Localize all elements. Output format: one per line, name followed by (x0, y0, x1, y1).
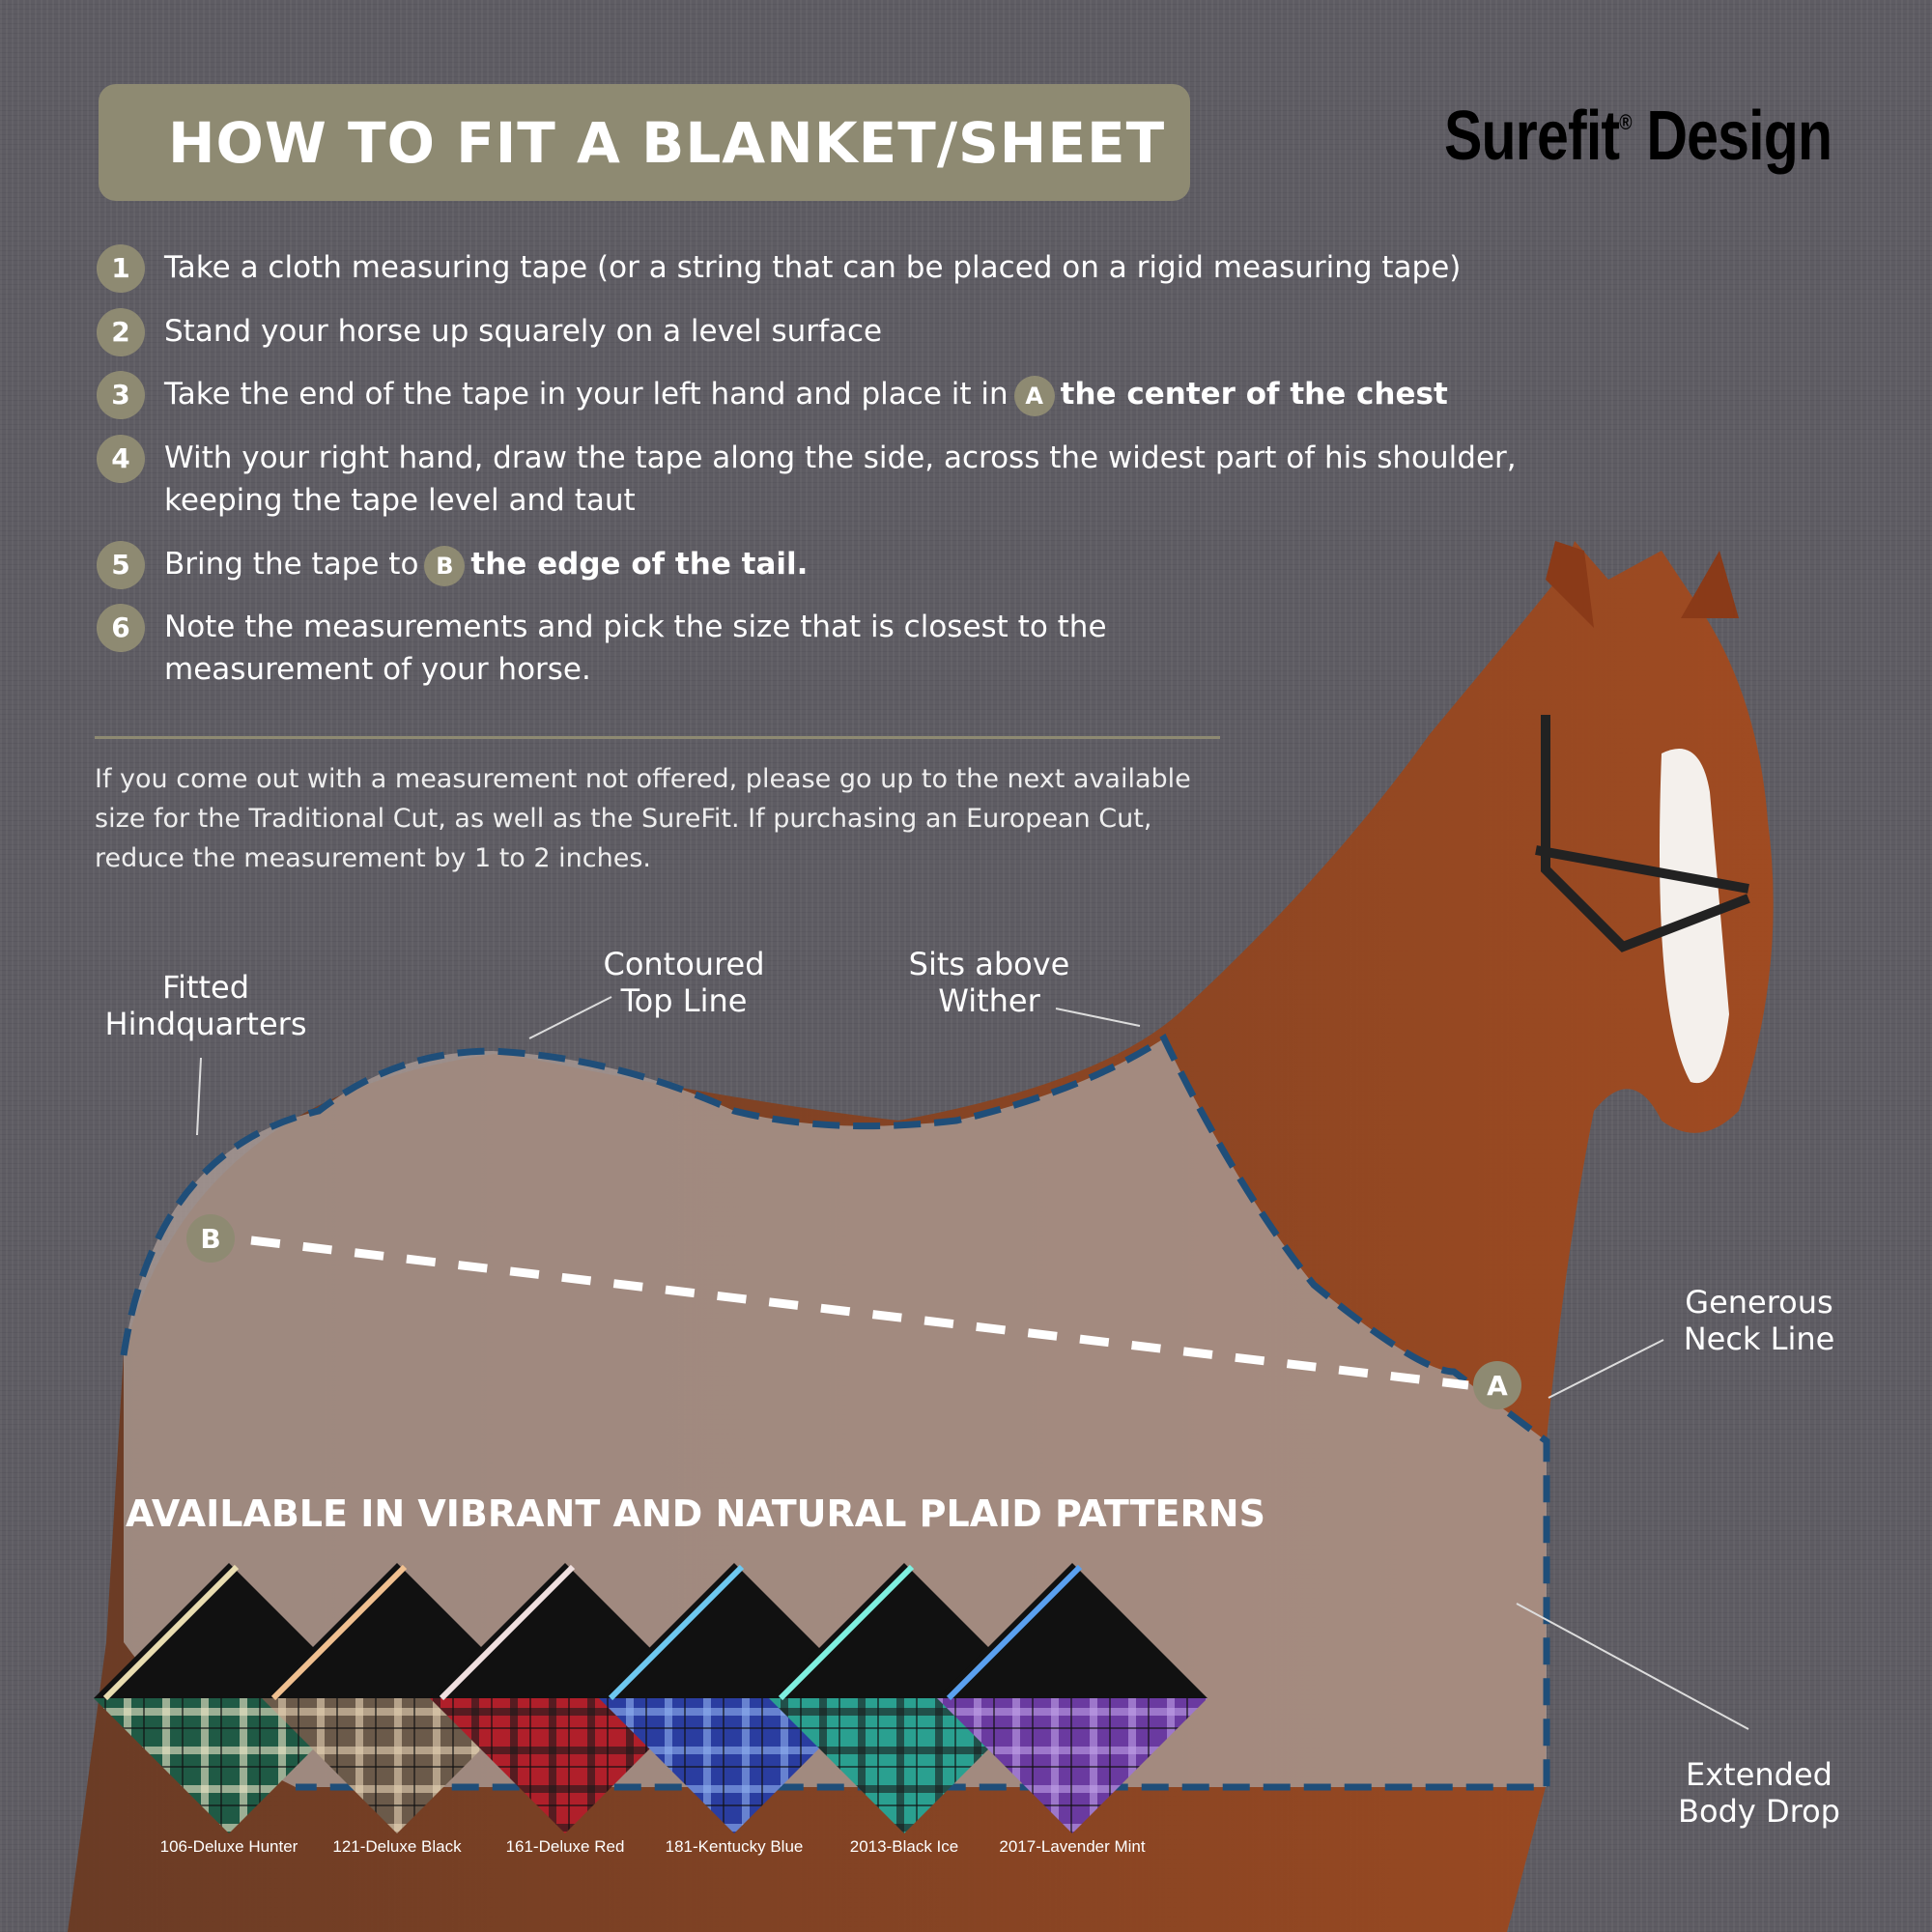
brand-logo: Surefit® Design (1444, 98, 1833, 175)
step-text-cont: measurement of your horse. (164, 652, 591, 687)
swatch-label: 106-Deluxe Hunter (159, 1837, 298, 1856)
plaid-swatch (937, 1563, 1208, 1833)
horse-halter (1535, 715, 1750, 952)
swatch-trim-stripe (439, 1564, 576, 1701)
step-text: Stand your horse up squarely on a level … (164, 314, 883, 349)
sizing-note: If you come out with a measurement not o… (95, 764, 1191, 873)
swatch-plaid (599, 1698, 869, 1833)
step-2: 2 Stand your horse up squarely on a leve… (97, 308, 883, 356)
divider (95, 736, 1220, 739)
callout-extended-body-drop: Extended Body Drop (1678, 1756, 1840, 1830)
swatch-label: 161-Deluxe Red (505, 1837, 625, 1856)
step-emphasis: the center of the chest (1060, 377, 1448, 412)
step-number: 6 (97, 604, 145, 652)
plaid-swatches (94, 1563, 1208, 1833)
swatch-trim-stripe (102, 1564, 240, 1701)
marker-b: B (186, 1214, 235, 1263)
step-4: 4 With your right hand, draw the tape al… (97, 435, 1517, 522)
patterns-heading: AVAILABLE IN VIBRANT AND NATURAL PLAID P… (126, 1492, 1265, 1535)
step-6: 6 Note the measurements and pick the siz… (97, 604, 1107, 691)
blanket-body (124, 1038, 1547, 1787)
step-number: 2 (97, 308, 145, 356)
step-3: 3 Take the end of the tape in your left … (97, 371, 1448, 419)
step-text: Bring the tape to (164, 547, 419, 582)
callout-fitted-hindquarters: Fitted Hindquarters (104, 969, 307, 1042)
swatch-trim-stripe (608, 1564, 745, 1701)
marker-a: A (1473, 1361, 1521, 1409)
step-text: Take a cloth measuring tape (or a string… (164, 250, 1462, 285)
title-banner: HOW TO FIT A BLANKET/SHEET (99, 84, 1190, 201)
step-emphasis: the edge of the tail. (470, 547, 809, 582)
swatch-binding (937, 1563, 1208, 1698)
callout-sits-above-wither: Sits above Wither (908, 946, 1070, 1019)
point-b-badge: B (424, 545, 466, 586)
step-number: 5 (97, 541, 145, 589)
step-text: Note the measurements and pick the size … (164, 610, 1107, 644)
swatch-trim-stripe (270, 1564, 408, 1701)
blanket-outline (120, 1033, 1550, 1791)
step-text: With your right hand, draw the tape alon… (164, 440, 1517, 475)
callout-leaders (196, 996, 1749, 1730)
point-a-badge: A (1013, 375, 1055, 416)
callout-generous-neck-line: Generous Neck Line (1683, 1284, 1835, 1357)
swatch-label: 2013-Black Ice (849, 1837, 959, 1856)
page-title: HOW TO FIT A BLANKET/SHEET (168, 109, 1166, 176)
callout-contoured-top-line: Contoured Top Line (603, 946, 765, 1019)
swatch-plaid (937, 1698, 1208, 1833)
step-number: 1 (97, 244, 145, 293)
swatch-label: 2017-Lavender Mint (999, 1837, 1146, 1856)
swatch-trim-stripe (946, 1564, 1083, 1701)
step-1: 1 Take a cloth measuring tape (or a stri… (97, 244, 1462, 293)
swatch-label: 121-Deluxe Black (332, 1837, 462, 1856)
swatch-binding (599, 1563, 869, 1698)
step-text-cont: keeping the tape level and taut (164, 483, 636, 518)
swatch-trim-stripe (778, 1564, 915, 1701)
swatch-label: 181-Kentucky Blue (665, 1837, 804, 1856)
horse-ear (1681, 551, 1739, 618)
horse-ear (1546, 541, 1594, 628)
step-number: 4 (97, 435, 145, 483)
plaid-swatch (599, 1563, 869, 1833)
step-text: Take the end of the tape in your left ha… (164, 377, 1009, 412)
step-number: 3 (97, 371, 145, 419)
